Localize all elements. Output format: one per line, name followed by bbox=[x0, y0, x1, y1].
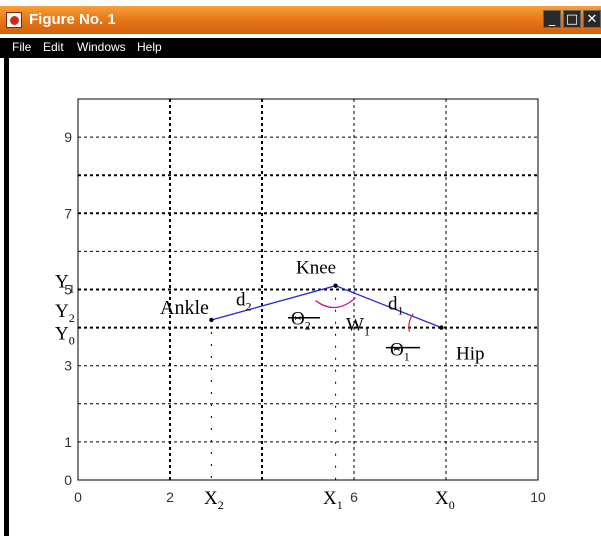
y0-label: Y0 bbox=[55, 324, 75, 348]
theta2-label: Θ2 bbox=[291, 309, 311, 333]
y-tick-label: 1 bbox=[64, 434, 72, 450]
series-group bbox=[209, 283, 444, 480]
y-tick-label: 7 bbox=[64, 205, 72, 221]
w1-label: W1 bbox=[346, 315, 370, 339]
x-tick-label: 6 bbox=[350, 489, 358, 505]
y-tick-label: 3 bbox=[64, 358, 72, 374]
plot-grid bbox=[78, 99, 538, 480]
close-button[interactable]: ✕ bbox=[583, 10, 601, 28]
menu-file[interactable]: File bbox=[12, 40, 32, 54]
figure-app-icon bbox=[6, 12, 22, 28]
y2-label: Y2 bbox=[55, 301, 75, 325]
x2-label: X2 bbox=[204, 488, 224, 512]
y-tick-label: 9 bbox=[64, 129, 72, 145]
d1-label: d1 bbox=[388, 294, 404, 318]
menu-help[interactable]: Help bbox=[137, 40, 162, 54]
axis-ticks: 0 2 6 10 0 1 3 5 7 9 bbox=[64, 129, 546, 505]
d2-label: d2 bbox=[236, 290, 252, 314]
window-left-border bbox=[4, 58, 9, 536]
y-tick-label: 0 bbox=[64, 472, 72, 488]
knee-label: Knee bbox=[296, 258, 336, 279]
joint-point bbox=[439, 325, 444, 330]
window-title: Figure No. 1 bbox=[29, 11, 116, 28]
x1-label: X1 bbox=[323, 488, 343, 512]
x-tick-label: 10 bbox=[530, 489, 546, 505]
joint-point bbox=[209, 317, 214, 323]
menu-edit[interactable]: Edit bbox=[43, 40, 64, 54]
minimize-button[interactable]: _ bbox=[543, 10, 561, 28]
axes-box bbox=[77, 98, 539, 481]
x-tick-label: 0 bbox=[74, 489, 82, 505]
knee-angle-arc bbox=[315, 297, 357, 309]
x-tick-label: 2 bbox=[166, 489, 174, 505]
menu-windows[interactable]: Windows bbox=[77, 40, 126, 54]
maximize-button[interactable]: □ bbox=[563, 10, 581, 28]
menu-bar: File Edit Windows Help bbox=[0, 38, 601, 58]
theta1-label: Θ1 bbox=[390, 340, 410, 364]
hip-angle-arc bbox=[408, 313, 414, 332]
title-bar[interactable]: Figure No. 1 _ □ ✕ bbox=[0, 6, 601, 34]
x0-label: X0 bbox=[435, 488, 455, 512]
y-tick-label: 5 bbox=[64, 282, 72, 298]
figure-axes[interactable]: 0 2 6 10 0 1 3 5 7 9 Ankle Knee Hip d2 d1 Θ2 W1 Θ1 Y1 Y2Y0… bbox=[0, 58, 601, 536]
ankle-label: Ankle bbox=[160, 297, 209, 319]
y1-label: Y1 bbox=[55, 272, 75, 296]
hip-label: Hip bbox=[456, 344, 485, 365]
